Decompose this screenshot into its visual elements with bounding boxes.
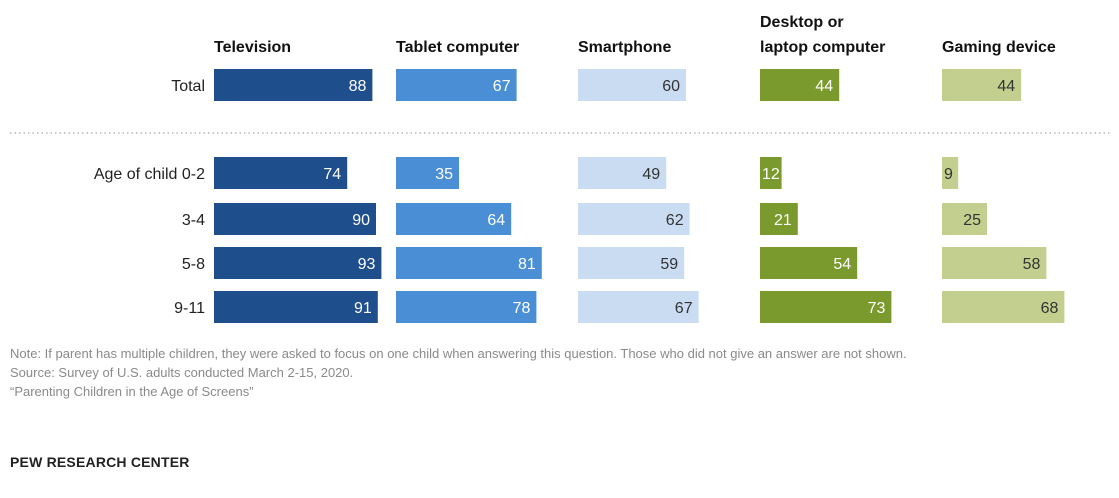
bar-value-3-4-smartphone: 62: [666, 212, 684, 229]
bar-value-total-desktop-or-laptop-computer: 44: [815, 78, 833, 95]
row-label-9-11: 9-11: [174, 300, 205, 317]
row-label-total: Total: [171, 78, 205, 95]
row-label-3-4: 3-4: [182, 212, 205, 229]
bar-value-5-8-tablet-computer: 81: [518, 256, 536, 273]
bar-value-3-4-tablet-computer: 64: [487, 212, 505, 229]
bar-value-3-4-television: 90: [352, 212, 370, 229]
bar-value-age-of-child-0-2-desktop-or-laptop-computer: 12: [762, 166, 780, 183]
report-title: “Parenting Children in the Age of Screen…: [10, 384, 254, 399]
chart-canvas: Television Tablet computer Smartphone Deskt…: [10, 14, 1110, 323]
bar-age-of-child-0-2-tablet-computer: [396, 157, 459, 189]
brand-label: PEW RESEARCH CENTER: [10, 454, 190, 470]
bar-value-5-8-smartphone: 59: [660, 256, 678, 273]
bar-value-9-11-gaming-device: 68: [1041, 300, 1059, 317]
bar-value-total-gaming-device: 44: [997, 78, 1015, 95]
bar-5-8-tablet-computer: [396, 247, 542, 279]
bar-value-3-4-desktop-or-laptop-computer: 21: [774, 212, 792, 229]
bar-age-of-child-0-2-desktop-or-laptop-computer: [760, 157, 782, 189]
bar-value-age-of-child-0-2-smartphone: 49: [642, 166, 660, 183]
chart-notes: Note: If parent has multiple children, t…: [10, 344, 1110, 401]
bar-value-5-8-television: 93: [358, 256, 376, 273]
bar-value-total-tablet-computer: 67: [493, 78, 511, 95]
bar-value-9-11-smartphone: 67: [675, 300, 693, 317]
bar-9-11-desktop-or-laptop-computer: [760, 291, 892, 323]
bar-3-4-desktop-or-laptop-computer: [760, 203, 798, 235]
bar-5-8-smartphone: [578, 247, 685, 279]
bar-value-total-smartphone: 60: [662, 78, 680, 95]
bar-3-4-smartphone: [578, 203, 690, 235]
bar-value-age-of-child-0-2-tablet-computer: 35: [435, 166, 453, 183]
source-text: Source: Survey of U.S. adults conducted …: [10, 365, 354, 380]
bar-9-11-gaming-device: [942, 291, 1065, 323]
bar-9-11-tablet-computer: [396, 291, 537, 323]
bar-value-age-of-child-0-2-television: 74: [323, 166, 341, 183]
note-text: Note: If parent has multiple children, t…: [10, 346, 907, 361]
bar-3-4-gaming-device: [942, 203, 987, 235]
bar-age-of-child-0-2-television: [214, 157, 348, 189]
bar-total-desktop-or-laptop-computer: [760, 69, 840, 101]
bar-total-tablet-computer: [396, 69, 517, 101]
column-header-smartphone: Smartphone: [578, 39, 671, 56]
column-header-gaming-device: Gaming device: [942, 39, 1056, 56]
column-header-tablet-computer: Tablet computer: [396, 39, 519, 56]
bar-value-9-11-television: 91: [354, 300, 372, 317]
bar-age-of-child-0-2-smartphone: [578, 157, 667, 189]
bar-value-9-11-desktop-or-laptop-computer: 73: [868, 300, 886, 317]
bar-value-3-4-gaming-device: 25: [963, 212, 981, 229]
bar-5-8-desktop-or-laptop-computer: [760, 247, 858, 279]
bar-total-gaming-device: [942, 69, 1022, 101]
row-label-5-8: 5-8: [182, 256, 205, 273]
bar-9-11-smartphone: [578, 291, 699, 323]
bar-3-4-television: [214, 203, 376, 235]
bar-value-5-8-gaming-device: 58: [1023, 256, 1041, 273]
bar-value-9-11-tablet-computer: 78: [513, 300, 531, 317]
bar-age-of-child-0-2-gaming-device: [942, 157, 959, 189]
column-header-desktop-or-laptop-computer-line1: Desktop or: [760, 14, 844, 31]
column-header-television: Television: [214, 39, 291, 56]
bar-value-age-of-child-0-2-gaming-device: 9: [944, 166, 953, 183]
bar-5-8-television: [214, 247, 382, 279]
bar-9-11-television: [214, 291, 378, 323]
bar-value-5-8-desktop-or-laptop-computer: 54: [833, 256, 851, 273]
row-label-age-of-child-0-2: Age of child 0-2: [94, 166, 205, 183]
bar-3-4-tablet-computer: [396, 203, 512, 235]
bar-5-8-gaming-device: [942, 247, 1047, 279]
bar-total-smartphone: [578, 69, 686, 101]
bar-value-total-television: 88: [349, 78, 367, 95]
bar-total-television: [214, 69, 373, 101]
column-header-desktop-or-laptop-computer-line2: laptop computer: [760, 39, 885, 56]
